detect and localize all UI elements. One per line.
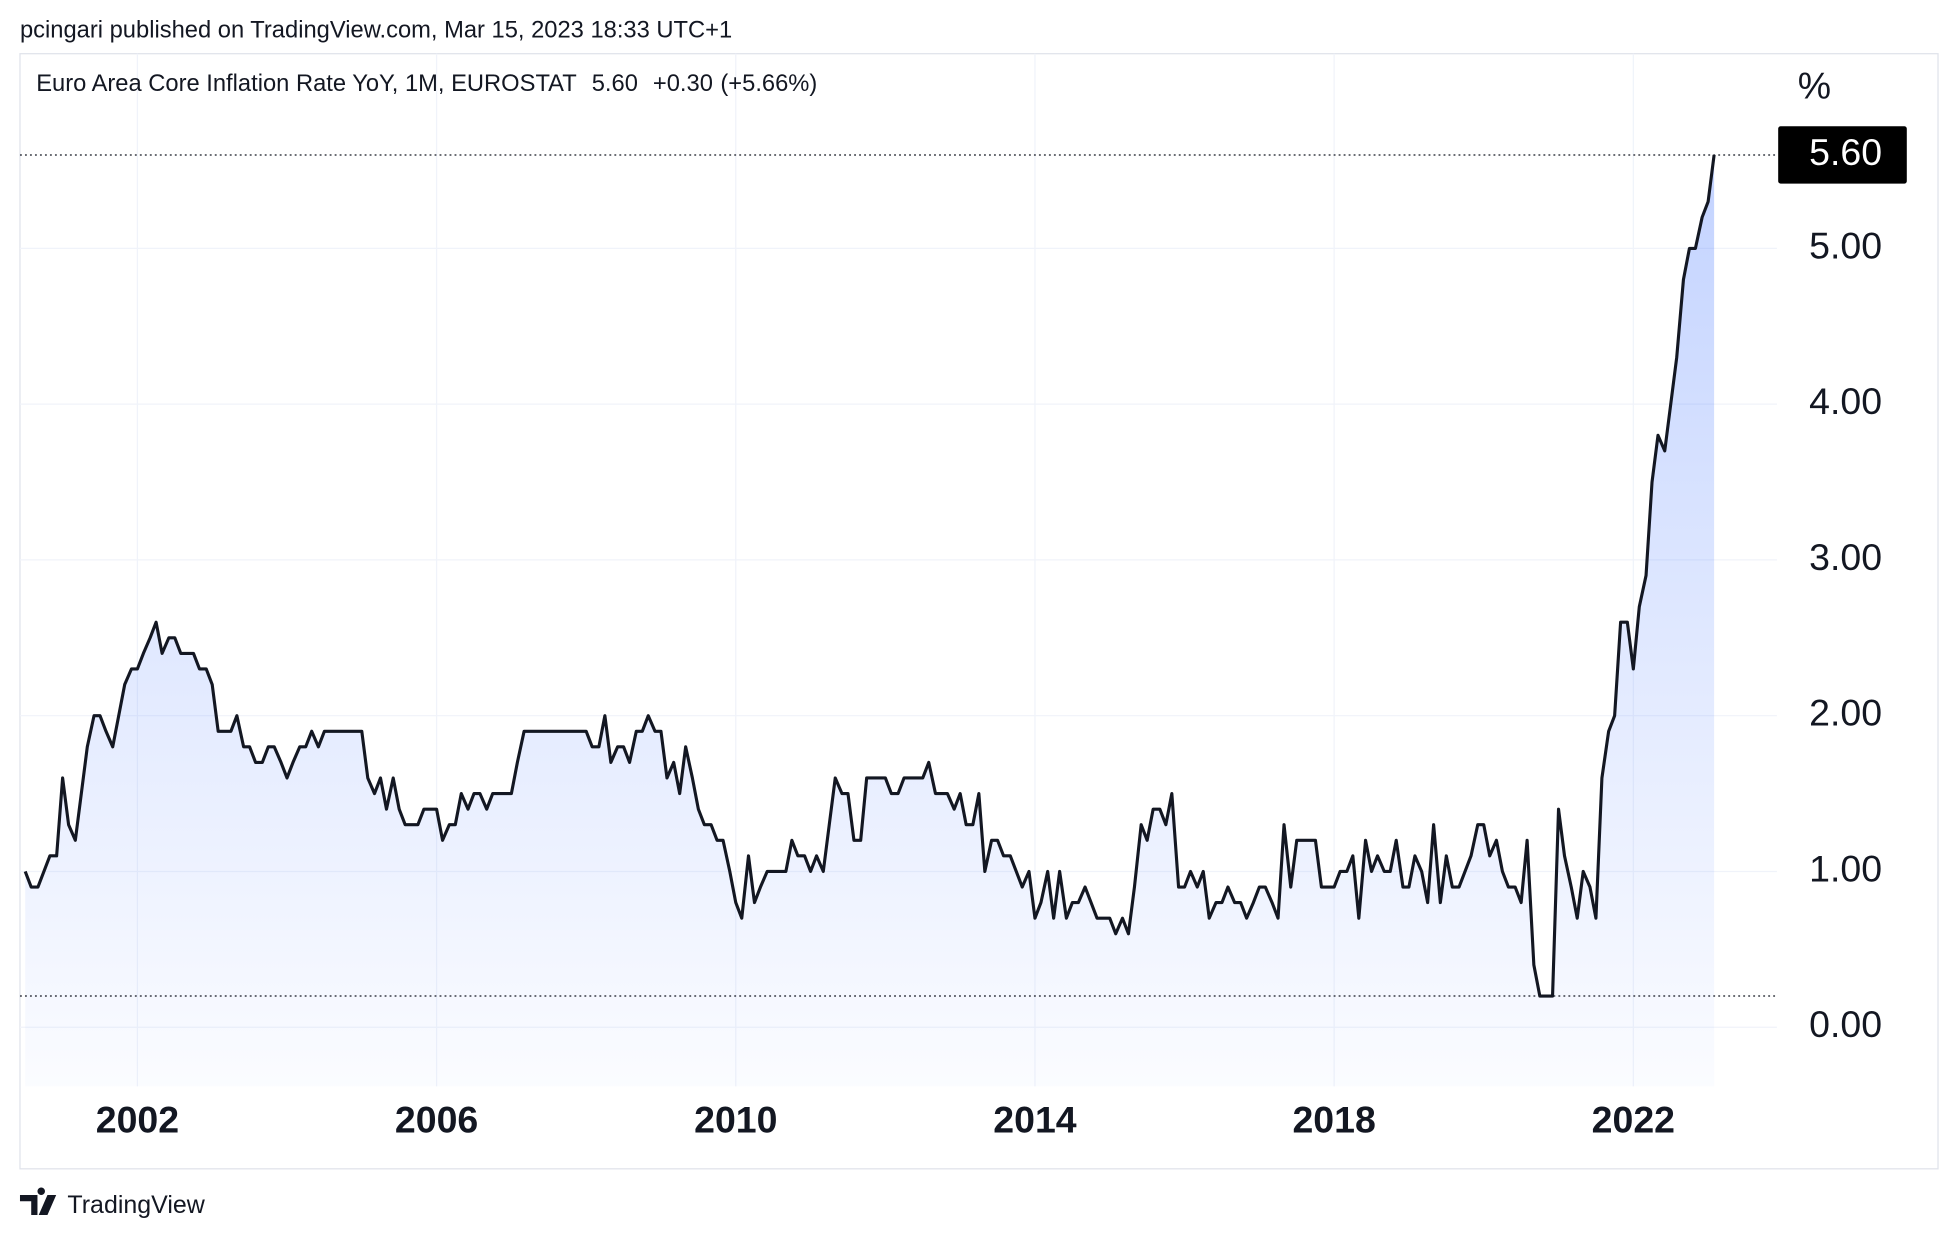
- x-tick-label: 2002: [96, 1099, 179, 1141]
- y-tick-label: 4.00: [1809, 380, 1882, 422]
- logo-icon: [19, 1187, 57, 1216]
- y-tick-label: 0.00: [1809, 1003, 1882, 1045]
- y-tick-label: 2.00: [1809, 692, 1882, 734]
- y-tick-label: 5.00: [1809, 224, 1882, 266]
- last-price-box: [1778, 126, 1907, 184]
- chart-frame: [19, 53, 1939, 1170]
- brand-logo: TradingView: [19, 1187, 206, 1219]
- axes: 0.00 1.00 2.00 3.00 4.00 5.00 2002 2006 2010 2014…: [96, 126, 1907, 1141]
- x-tick-label: 2022: [1592, 1099, 1675, 1141]
- change-percent: (+5.66%): [720, 71, 817, 97]
- x-tick-label: 2010: [694, 1099, 777, 1141]
- brand-name: TradingView: [67, 1191, 205, 1219]
- legend-header: Euro Area Core Inflation Rate YoY, 1M, E…: [36, 71, 817, 97]
- plot: [19, 154, 1777, 1087]
- last-price-label: 5.60: [1809, 131, 1882, 173]
- y-tick-label: 1.00: [1809, 847, 1882, 889]
- area-fill: [25, 154, 1715, 1087]
- x-tick-label: 2018: [1292, 1099, 1375, 1141]
- change: +0.30: [653, 71, 713, 97]
- x-tick-label: 2006: [395, 1099, 478, 1141]
- line: [23, 154, 1716, 998]
- published-note: pcingari published on TradingView.com, M…: [20, 17, 732, 43]
- last-value: 5.60: [592, 71, 638, 97]
- series-title: Euro Area Core Inflation Rate YoY, 1M, E…: [36, 71, 577, 97]
- y-tick-label: 3.00: [1809, 536, 1882, 578]
- x-tick-label: 2014: [993, 1099, 1076, 1141]
- y-unit: %: [1798, 65, 1831, 107]
